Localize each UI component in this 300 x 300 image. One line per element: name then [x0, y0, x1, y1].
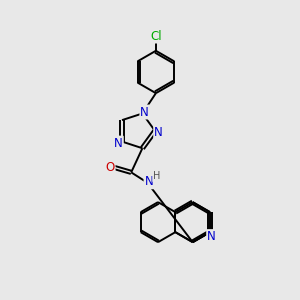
Text: N: N [154, 126, 163, 139]
Text: N: N [114, 136, 123, 150]
Text: H: H [153, 171, 160, 181]
Text: N: N [207, 230, 216, 243]
Text: O: O [105, 160, 115, 174]
Text: N: N [140, 106, 149, 118]
Text: Cl: Cl [150, 29, 162, 43]
Text: N: N [145, 175, 153, 188]
